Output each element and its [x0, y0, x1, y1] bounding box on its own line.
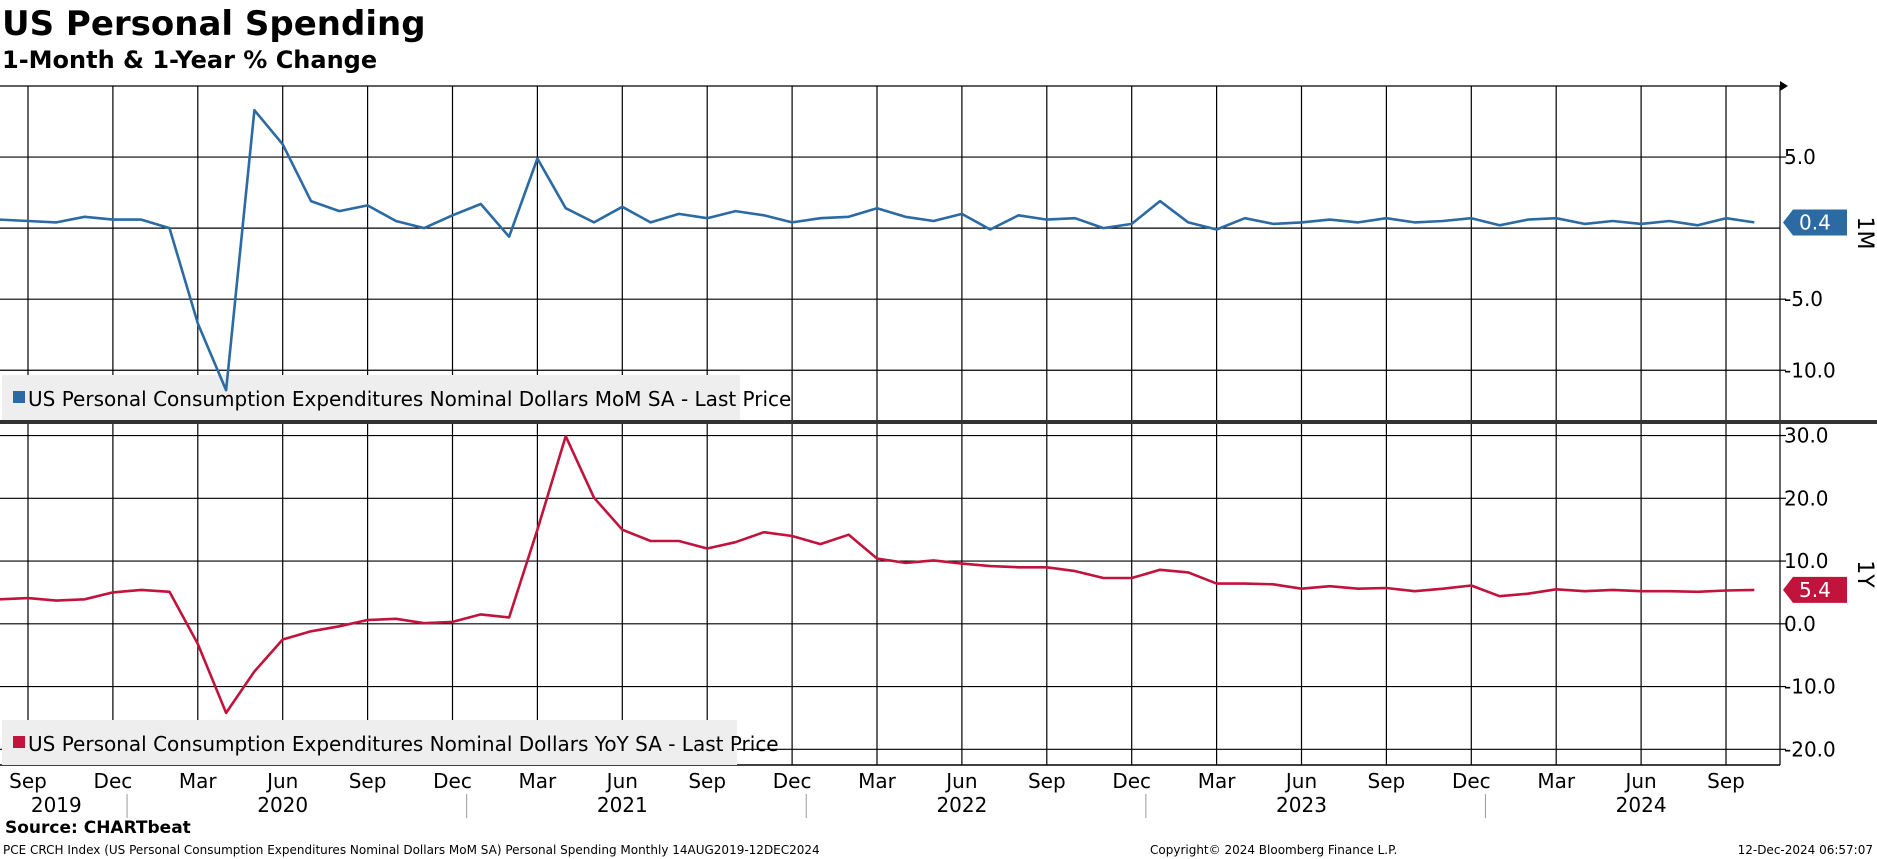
legend-mom: US Personal Consumption Expenditures Nom… [2, 375, 791, 420]
x-year-label: 2020 [257, 793, 308, 817]
x-month-label: Sep [9, 769, 47, 793]
x-year-label: 2024 [1616, 793, 1667, 817]
x-month-label: Jun [1284, 769, 1317, 793]
x-month-label: Mar [1198, 769, 1237, 793]
y-axis-labels: 5.0 -5.0 -10.0 30.0 20.0 10.0 0.0 -10.0 -20.0 [1784, 145, 1836, 761]
x-month-label: Sep [1028, 769, 1066, 793]
y-tick-label: -20.0 [1784, 737, 1836, 761]
chart-grid [0, 86, 1786, 765]
copyright-note: Copyright© 2024 Bloomberg Finance L.P. [1150, 843, 1398, 857]
x-year-label: 2023 [1276, 793, 1327, 817]
x-month-label: Mar [179, 769, 218, 793]
x-month-label: Mar [519, 769, 558, 793]
x-month-label: Sep [1368, 769, 1406, 793]
panel-label-1y: 1Y [1852, 560, 1877, 588]
y-tick-label: -5.0 [1784, 287, 1823, 311]
panel-divider [0, 420, 1877, 424]
mom-last-value-label: 0.4 [1799, 210, 1831, 234]
legend-mom-swatch [13, 391, 25, 403]
timestamp: 12-Dec-2024 06:57:07 [1737, 843, 1873, 857]
y-tick-label: 10.0 [1784, 549, 1829, 573]
legend-yoy-label: US Personal Consumption Expenditures Nom… [28, 732, 779, 756]
x-month-label: Jun [605, 769, 638, 793]
chart-frame [0, 81, 1877, 766]
x-month-label: Dec [433, 769, 472, 793]
panel-label-1m: 1M [1852, 217, 1877, 250]
x-month-label: Mar [1537, 769, 1576, 793]
source-note: Source: CHARTbeat [5, 818, 191, 838]
yoy-last-value-badge [1783, 576, 1847, 603]
x-month-label: Dec [94, 769, 133, 793]
x-month-label: Dec [1452, 769, 1491, 793]
x-year-label: 2021 [597, 793, 648, 817]
y-tick-label: 30.0 [1784, 424, 1829, 448]
chart-subtitle: 1-Month & 1-Year % Change [2, 46, 378, 74]
legend-yoy-background [2, 720, 737, 765]
y-tick-label: -10.0 [1784, 675, 1836, 699]
legend-mom-label: US Personal Consumption Expenditures Nom… [28, 387, 791, 411]
yoy-last-value-label: 5.4 [1799, 578, 1831, 602]
mom-series-line [0, 108, 1755, 392]
legend-yoy-swatch [13, 736, 25, 748]
index-note: PCE CRCH Index (US Personal Consumption … [3, 843, 820, 857]
x-month-label: Dec [773, 769, 812, 793]
y-tick-label: -10.0 [1784, 358, 1836, 382]
x-month-label: Sep [1707, 769, 1745, 793]
x-month-label: Jun [944, 769, 977, 793]
x-year-label: 2022 [936, 793, 987, 817]
panel-labels: 1M 1Y [1852, 217, 1877, 589]
x-axis-labels: Sep Dec Mar Jun Sep Dec Mar Jun Sep Dec Mar Jun Sep D… [9, 769, 1745, 818]
y-tick-label: 5.0 [1784, 145, 1816, 169]
x-month-label: Sep [688, 769, 726, 793]
axis-arrow [1780, 81, 1788, 91]
x-month-label: Dec [1112, 769, 1151, 793]
mom-last-value-badge [1783, 209, 1847, 236]
x-month-label: Mar [858, 769, 897, 793]
legend-mom-background [2, 375, 740, 420]
y-tick-label: 20.0 [1784, 486, 1829, 510]
last-value-badges: 0.4 5.4 [1783, 209, 1847, 603]
yoy-series-line [0, 434, 1755, 715]
x-month-label: Sep [349, 769, 387, 793]
y-tick-label: 0.0 [1784, 612, 1816, 636]
legend-yoy: US Personal Consumption Expenditures Nom… [2, 720, 779, 765]
chart-title: US Personal Spending [2, 4, 426, 44]
x-year-label: 2019 [31, 793, 82, 817]
x-month-label: Jun [265, 769, 298, 793]
chart-series [0, 108, 1755, 715]
x-month-label: Jun [1623, 769, 1656, 793]
